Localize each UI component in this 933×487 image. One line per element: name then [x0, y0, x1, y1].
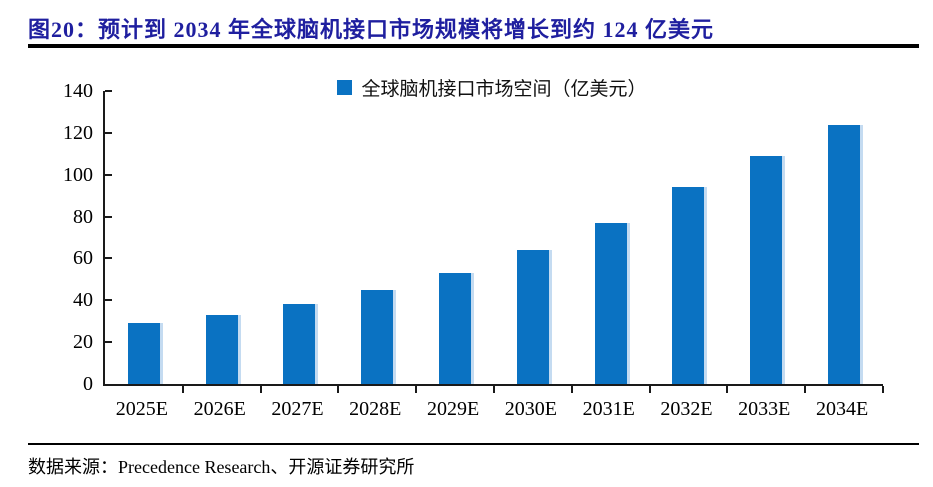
x-tick-2	[259, 386, 262, 393]
bar-2026E	[205, 314, 238, 384]
x-label-2033E: 2033E	[738, 398, 791, 420]
bar-slot-2031E	[572, 91, 650, 384]
figure-title: 图20：预计到 2034 年全球脑机接口市场规模将增长到约 124 亿美元	[28, 17, 715, 42]
x-axis-labels: 2025E 2026E 2027E 2028E 2029E 2030E 2031E 2032E…	[103, 398, 881, 421]
y-tick-120	[105, 131, 112, 134]
y-label-100: 100	[63, 163, 93, 186]
bar-2029E	[439, 273, 472, 384]
y-tick-40	[105, 299, 112, 302]
x-label-2032E: 2032E	[660, 398, 713, 420]
bar-slot-2034E	[805, 91, 883, 384]
x-tick-5	[493, 386, 495, 393]
x-label-2026E: 2026E	[193, 398, 246, 420]
bar-slot-2033E	[727, 91, 805, 384]
x-label-2034E: 2034E	[815, 398, 869, 420]
x-label-2028E: 2028E	[349, 398, 402, 420]
x-tick-7	[648, 386, 651, 393]
x-label-2030E: 2030E	[504, 398, 557, 420]
y-label-60: 60	[73, 247, 93, 270]
y-label-120: 120	[63, 121, 93, 144]
x-label-2031E: 2031E	[582, 398, 635, 420]
bar-slot-2029E	[416, 91, 494, 384]
y-label-0: 0	[83, 373, 93, 395]
bar-slot-2027E	[261, 91, 339, 384]
y-tick-80	[105, 215, 112, 218]
plot-area: 0 20 40 60 80 100 120 140	[63, 81, 884, 394]
x-label-2025E: 2025E	[115, 398, 168, 420]
y-tick-60	[105, 257, 112, 260]
bars-layer	[105, 91, 883, 384]
y-tick-140	[105, 90, 112, 92]
chart-legend: 全球脑机接口市场空间（亿美元）	[103, 76, 881, 100]
bar-slot-2030E	[494, 91, 572, 384]
bar-slot-2028E	[338, 91, 416, 384]
bar-2025E	[127, 323, 160, 384]
bar-slot-2032E	[650, 91, 728, 384]
y-label-80: 80	[73, 205, 93, 228]
bar-2033E	[750, 155, 783, 384]
x-label-2029E: 2029E	[426, 398, 480, 420]
y-label-20: 20	[73, 331, 93, 354]
legend-square-icon	[337, 79, 353, 95]
bar-2027E	[283, 304, 316, 384]
legend-label: 全球脑机接口市场空间（亿美元）	[361, 78, 647, 100]
x-tick-6	[570, 386, 573, 393]
x-tick-3	[337, 386, 340, 393]
title-divider	[28, 44, 919, 48]
x-tick-1	[181, 386, 184, 393]
bar-2032E	[672, 187, 705, 384]
footer-divider	[28, 443, 919, 445]
bar-2030E	[516, 250, 549, 384]
x-tick-10	[882, 386, 884, 393]
x-label-2027E: 2027E	[271, 398, 324, 420]
y-label-140: 140	[63, 80, 93, 102]
bar-2028E	[361, 289, 394, 384]
bar-2031E	[594, 222, 627, 384]
y-tick-20	[105, 341, 112, 344]
x-tick-9	[804, 386, 807, 393]
source-note: 数据来源：Precedence Research、开源证券研究所	[28, 457, 415, 477]
bar-2034E	[828, 124, 861, 384]
y-label-40: 40	[73, 289, 93, 312]
bar-slot-2026E	[183, 91, 261, 384]
x-tick-8	[726, 386, 729, 393]
y-tick-100	[105, 173, 112, 176]
bar-slot-2025E	[105, 91, 183, 384]
x-tick-4	[415, 386, 418, 393]
